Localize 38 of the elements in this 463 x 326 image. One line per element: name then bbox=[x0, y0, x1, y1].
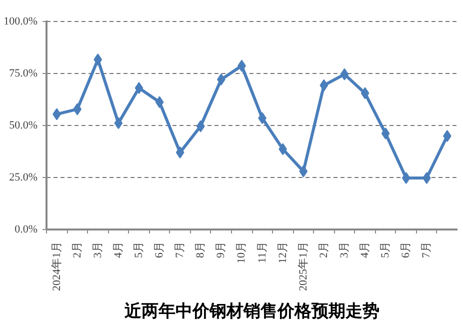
x-tick-label: 2025年1月 bbox=[297, 242, 310, 291]
point bbox=[134, 82, 144, 94]
x-tick-label: 7月 bbox=[420, 242, 433, 258]
y-tick-label: 50.0% bbox=[9, 120, 38, 132]
x-tick-label: 3月 bbox=[338, 242, 350, 258]
x-tick-label: 4月 bbox=[359, 242, 372, 258]
point bbox=[360, 87, 370, 100]
point bbox=[402, 172, 410, 184]
y-tick-label: 100.0% bbox=[4, 16, 38, 28]
x-tick-label: 2月 bbox=[71, 242, 84, 258]
x-tick-label: 10月 bbox=[236, 242, 248, 264]
point bbox=[381, 128, 390, 140]
x-tick-label: 4月 bbox=[112, 242, 124, 258]
point bbox=[299, 165, 308, 178]
point bbox=[196, 120, 205, 132]
x-tick-label: 7月 bbox=[174, 242, 186, 258]
point bbox=[217, 74, 226, 86]
x-tick-label: 9月 bbox=[215, 242, 228, 258]
y-tick-label: 0.0% bbox=[14, 224, 38, 236]
y-tick-label: 75.0% bbox=[9, 68, 38, 80]
x-tick-label: 3月 bbox=[92, 242, 104, 258]
x-tick-label: 11月 bbox=[256, 242, 268, 264]
x-tick-label: 6月 bbox=[400, 242, 412, 258]
x-tick-label: 5月 bbox=[132, 242, 145, 258]
y-tick-label: 25.0% bbox=[9, 172, 38, 184]
point bbox=[340, 68, 349, 80]
x-tick-label: 2月 bbox=[318, 242, 330, 258]
x-tick-label: 2024年1月 bbox=[50, 242, 63, 291]
point bbox=[320, 79, 328, 92]
point bbox=[176, 146, 184, 158]
x-tick-label: 12月 bbox=[276, 242, 289, 264]
point bbox=[94, 54, 102, 66]
x-tick-label: 6月 bbox=[154, 242, 166, 258]
x-tick-label: 5月 bbox=[380, 242, 392, 258]
point bbox=[114, 117, 123, 130]
x-tick-label: 8月 bbox=[194, 242, 207, 258]
point bbox=[155, 96, 164, 108]
text: 近两年中价钢材销售价格预期走势 bbox=[124, 302, 380, 322]
